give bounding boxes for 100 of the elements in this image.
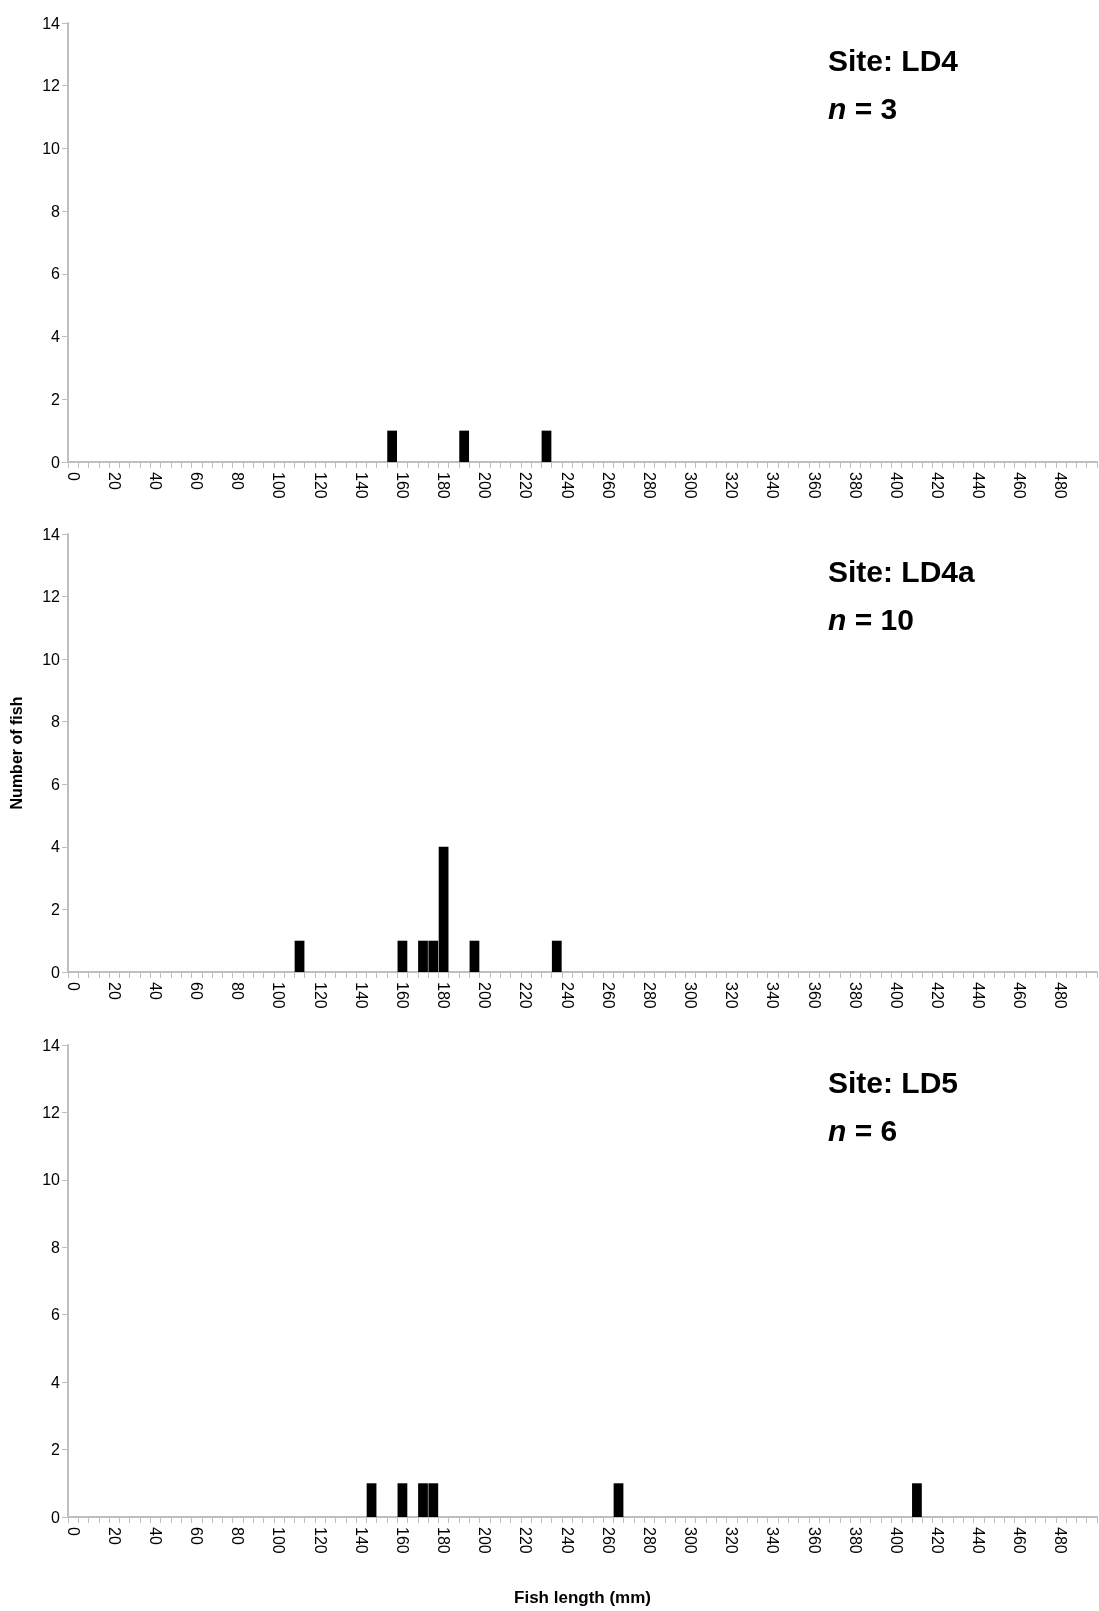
x-axis-title: Fish length (mm) [514, 1588, 651, 1607]
x-tick-label: 420 [929, 982, 947, 1009]
x-tick-label: 460 [1011, 982, 1029, 1009]
x-tick-label: 120 [311, 982, 329, 1009]
y-tick-label: 8 [51, 202, 61, 220]
x-tick-label: 320 [723, 1527, 741, 1554]
y-tick-label: 6 [51, 775, 61, 793]
x-tick-label: 260 [599, 472, 617, 499]
y-tick-label: 0 [51, 453, 61, 471]
x-tick-label: 340 [764, 1527, 782, 1554]
x-tick-label: 480 [1052, 982, 1070, 1009]
x-tick-label: 140 [352, 982, 370, 1009]
x-tick-label: 400 [887, 472, 905, 499]
x-tick-label: 300 [682, 1527, 700, 1554]
x-tick-label: 80 [229, 1527, 247, 1545]
y-tick-label: 8 [51, 1238, 61, 1256]
x-tick-label: 180 [435, 472, 453, 499]
y-tick-label: 6 [51, 1306, 61, 1324]
x-tick-label: 480 [1052, 472, 1070, 499]
x-tick-label: 380 [846, 472, 864, 499]
x-tick-label: 80 [229, 472, 247, 490]
y-tick-label: 4 [51, 1373, 61, 1391]
x-tick-label: 440 [970, 472, 988, 499]
x-tick-label: 280 [640, 982, 658, 1009]
x-tick-label: 120 [311, 1527, 329, 1554]
y-tick-label: 6 [51, 265, 61, 283]
x-tick-label: 480 [1052, 1527, 1070, 1554]
x-tick-label: 460 [1011, 472, 1029, 499]
x-tick-label: 60 [188, 1527, 206, 1545]
y-tick-label: 12 [42, 588, 61, 606]
x-tick-label: 140 [352, 1527, 370, 1554]
x-tick-label: 300 [682, 472, 700, 499]
x-tick-label: 280 [640, 472, 658, 499]
x-tick-label: 240 [558, 1527, 576, 1554]
x-tick-label: 440 [970, 1527, 988, 1554]
x-tick-label: 240 [558, 982, 576, 1009]
y-tick-label: 10 [42, 139, 61, 157]
x-tick-label: 0 [64, 982, 82, 991]
y-tick-label: 2 [51, 1441, 61, 1459]
annotation: n = 3 [828, 91, 898, 125]
y-tick-label: 10 [42, 650, 61, 668]
x-tick-label: 40 [146, 982, 164, 1000]
x-tick-label: 380 [846, 982, 864, 1009]
y-tick-label: 2 [51, 900, 61, 918]
x-tick-label: 40 [146, 1527, 164, 1545]
y-tick-label: 4 [51, 838, 61, 856]
x-tick-label: 360 [805, 472, 823, 499]
y-tick-label: 4 [51, 328, 61, 346]
x-tick-label: 120 [311, 472, 329, 499]
x-tick-label: 320 [723, 982, 741, 1009]
y-axis-title: Number of fish [7, 696, 25, 810]
x-tick-label: 200 [476, 982, 494, 1009]
x-tick-label: 240 [558, 472, 576, 499]
x-tick-label: 20 [105, 982, 123, 1000]
y-tick-label: 10 [42, 1171, 61, 1189]
x-tick-label: 20 [105, 1527, 123, 1545]
annotation: Site: LD4 [828, 43, 959, 77]
x-tick-label: 440 [970, 982, 988, 1009]
x-tick-label: 280 [640, 1527, 658, 1554]
x-tick-label: 160 [393, 982, 411, 1009]
x-tick-label: 360 [805, 1527, 823, 1554]
x-tick-label: 320 [723, 472, 741, 499]
x-tick-label: 160 [393, 1527, 411, 1554]
x-tick-label: 460 [1011, 1527, 1029, 1554]
x-tick-label: 0 [64, 472, 82, 481]
y-tick-label: 12 [42, 77, 61, 95]
x-tick-label: 100 [270, 1527, 288, 1554]
x-tick-label: 80 [229, 982, 247, 1000]
y-tick-label: 2 [51, 390, 61, 408]
x-tick-label: 400 [887, 1527, 905, 1554]
x-tick-label: 200 [476, 1527, 494, 1554]
x-tick-label: 60 [188, 472, 206, 490]
x-tick-label: 260 [599, 1527, 617, 1554]
y-tick-label: 8 [51, 713, 61, 731]
x-tick-label: 40 [146, 472, 164, 490]
annotation: n = 10 [828, 602, 914, 636]
x-tick-label: 420 [929, 1527, 947, 1554]
annotation: Site: LD5 [828, 1065, 959, 1099]
x-tick-label: 200 [476, 472, 494, 499]
x-tick-label: 300 [682, 982, 700, 1009]
y-tick-label: 14 [42, 14, 61, 32]
x-tick-label: 180 [435, 982, 453, 1009]
x-tick-label: 220 [517, 472, 535, 499]
x-tick-label: 0 [64, 1527, 82, 1536]
x-tick-label: 360 [805, 982, 823, 1009]
x-tick-label: 140 [352, 472, 370, 499]
y-tick-label: 12 [42, 1103, 61, 1121]
annotation: Site: LD4a [828, 554, 976, 588]
x-tick-label: 420 [929, 472, 947, 499]
y-tick-label: 14 [42, 525, 61, 543]
annotation: n = 6 [828, 1113, 898, 1147]
x-tick-label: 340 [764, 472, 782, 499]
y-tick-label: 0 [51, 1508, 61, 1526]
x-tick-label: 380 [846, 1527, 864, 1554]
x-tick-label: 340 [764, 982, 782, 1009]
x-tick-label: 20 [105, 472, 123, 490]
x-tick-label: 220 [517, 1527, 535, 1554]
x-tick-label: 100 [270, 472, 288, 499]
x-tick-label: 400 [887, 982, 905, 1009]
y-tick-label: 0 [51, 963, 61, 981]
